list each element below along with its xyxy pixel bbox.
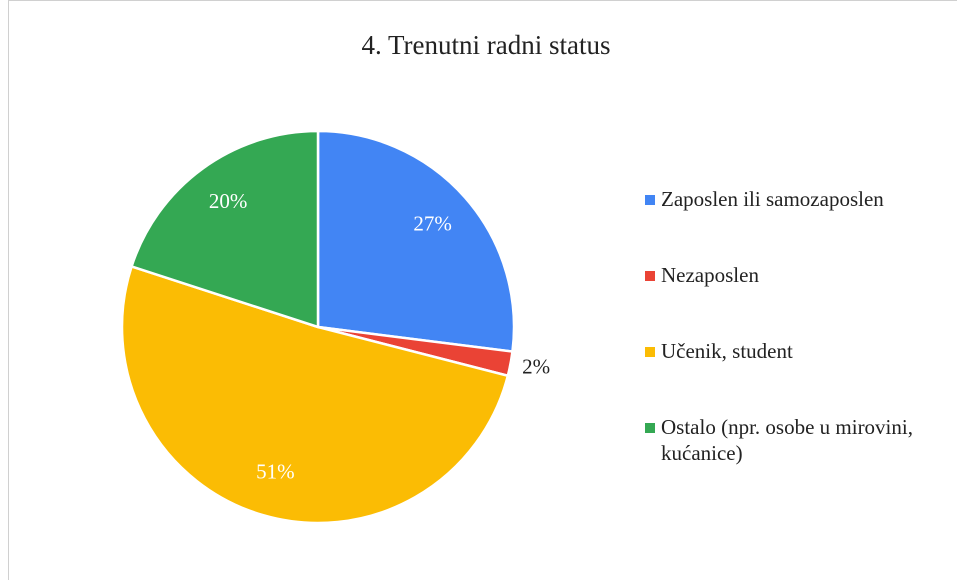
data-label: 2% bbox=[522, 354, 550, 378]
pie-slice bbox=[130, 129, 320, 329]
legend: Zaposlen ili samozaposlen Nezaposlen Učeni… bbox=[645, 186, 950, 490]
legend-label: Nezaposlen bbox=[661, 263, 759, 287]
data-label: 51% bbox=[256, 460, 295, 484]
legend-swatch bbox=[645, 271, 655, 281]
legend-item: Ostalo (npr. osobe u mirovini, kućanice) bbox=[645, 414, 950, 490]
pie-slice bbox=[316, 129, 516, 353]
data-label: 27% bbox=[413, 212, 452, 236]
legend-label: Zaposlen ili samozaposlen bbox=[661, 187, 884, 211]
legend-swatch bbox=[645, 347, 655, 357]
legend-item: Zaposlen ili samozaposlen bbox=[645, 186, 950, 262]
legend-swatch bbox=[645, 195, 655, 205]
legend-item: Učenik, student bbox=[645, 338, 950, 414]
data-label: 20% bbox=[209, 189, 248, 213]
legend-label: Učenik, student bbox=[661, 339, 793, 363]
legend-label: Ostalo (npr. osobe u mirovini, kućanice) bbox=[661, 415, 913, 465]
chart-title: 4. Trenutni radni status bbox=[361, 30, 610, 60]
legend-swatch bbox=[645, 423, 655, 433]
pie-slice bbox=[120, 264, 510, 525]
legend-item: Nezaposlen bbox=[645, 262, 950, 338]
chart-frame bbox=[8, 0, 957, 580]
